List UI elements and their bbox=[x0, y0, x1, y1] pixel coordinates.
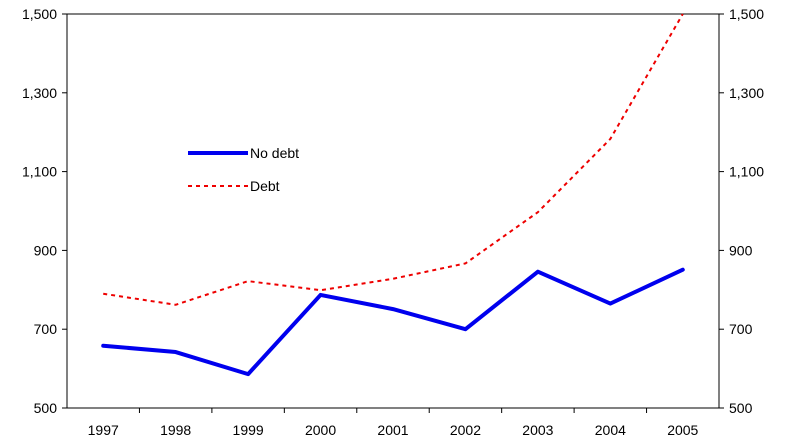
plot-frame bbox=[66, 13, 720, 409]
axes-group: 500 500 700 700 900 900 1,100 1,100 1,300 1,300 1,… bbox=[22, 6, 764, 438]
legend-label-no-debt: No debt bbox=[250, 145, 299, 161]
y-tick-label-left: 500 bbox=[34, 400, 58, 416]
series-line-debt bbox=[103, 13, 684, 306]
y-tick-label-right: 1,300 bbox=[729, 85, 764, 101]
x-tick-label: 1998 bbox=[160, 422, 191, 438]
y-tick-label-right: 1,500 bbox=[729, 6, 764, 22]
legend: No debt Debt bbox=[188, 145, 299, 194]
y-tick-label-right: 1,100 bbox=[729, 164, 764, 180]
series-group bbox=[101, 13, 685, 377]
y-tick-label-left: 900 bbox=[34, 242, 58, 258]
y-tick-label-right: 900 bbox=[729, 242, 753, 258]
x-tick-label: 2002 bbox=[450, 422, 481, 438]
series-line-no-debt bbox=[101, 267, 685, 377]
x-tick-label: 2005 bbox=[667, 422, 698, 438]
y-tick-label-right: 500 bbox=[729, 400, 753, 416]
y-tick-label-left: 700 bbox=[34, 321, 58, 337]
y-tick-label-right: 700 bbox=[729, 321, 753, 337]
x-tick-label: 2000 bbox=[305, 422, 336, 438]
y-tick-label-left: 1,100 bbox=[22, 164, 57, 180]
x-tick-label: 1997 bbox=[88, 422, 119, 438]
legend-label-debt: Debt bbox=[250, 178, 280, 194]
y-tick-label-left: 1,500 bbox=[22, 6, 57, 22]
x-tick-label: 2001 bbox=[377, 422, 408, 438]
y-tick-label-left: 1,300 bbox=[22, 85, 57, 101]
x-tick-label: 2003 bbox=[522, 422, 553, 438]
x-tick-label: 2004 bbox=[595, 422, 626, 438]
x-tick-label: 1999 bbox=[233, 422, 264, 438]
